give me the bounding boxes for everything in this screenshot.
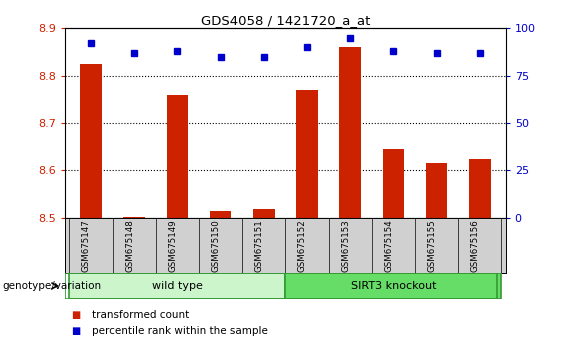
Bar — [426, 163, 447, 218]
Bar — [383, 149, 404, 218]
Text: percentile rank within the sample: percentile rank within the sample — [92, 326, 268, 336]
Bar — [253, 209, 275, 218]
Text: GSM675156: GSM675156 — [471, 219, 480, 272]
Text: ■: ■ — [71, 310, 80, 320]
Text: GSM675153: GSM675153 — [341, 219, 350, 272]
Text: wild type: wild type — [152, 281, 203, 291]
Bar — [210, 211, 231, 218]
Text: GSM675147: GSM675147 — [82, 219, 91, 272]
Bar — [285, 273, 501, 298]
Bar — [80, 64, 102, 218]
Text: genotype/variation: genotype/variation — [3, 281, 102, 291]
Bar — [123, 217, 145, 218]
Text: GSM675148: GSM675148 — [125, 219, 134, 272]
Title: GDS4058 / 1421720_a_at: GDS4058 / 1421720_a_at — [201, 14, 370, 27]
Bar — [167, 95, 188, 218]
Text: GSM675151: GSM675151 — [255, 219, 264, 272]
Bar — [469, 159, 490, 218]
Text: GSM675150: GSM675150 — [211, 219, 220, 272]
Text: GSM675149: GSM675149 — [168, 219, 177, 272]
Text: GSM675154: GSM675154 — [384, 219, 393, 272]
Text: GSM675155: GSM675155 — [428, 219, 437, 272]
Bar — [340, 47, 361, 218]
Bar — [296, 90, 318, 218]
Text: GSM675152: GSM675152 — [298, 219, 307, 272]
Text: ■: ■ — [71, 326, 80, 336]
Bar — [69, 273, 285, 298]
Text: transformed count: transformed count — [92, 310, 189, 320]
Text: SIRT3 knockout: SIRT3 knockout — [351, 281, 436, 291]
